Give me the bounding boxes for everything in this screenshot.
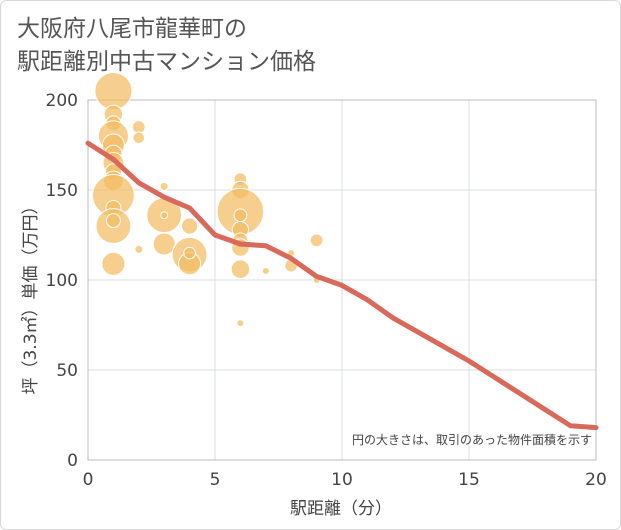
bubble-point-17 (159, 181, 169, 191)
bubble-point-16 (134, 244, 144, 254)
bubble-point-32 (230, 259, 251, 279)
chart-annotation: 円の大きさは、取引のあった物件面積を示す (352, 432, 592, 447)
y-tick-label-150: 150 (46, 181, 78, 201)
x-tick-label-20: 20 (585, 470, 607, 490)
x-tick-label-0: 0 (83, 470, 94, 490)
bubble-point-20 (160, 211, 169, 220)
x-tick-label-15: 15 (458, 470, 480, 490)
bubble-point-13 (101, 251, 126, 276)
x-tick-labels: 0 5 10 15 20 (83, 470, 607, 490)
y-axis-label: 坪（3.3㎡）単価（万円） (21, 197, 41, 394)
bubble-point-34 (261, 267, 270, 275)
title-line-1: 大阪府八尾市龍華町の (17, 16, 247, 42)
bubble-point-19 (152, 232, 176, 256)
x-axis-label: 駅距離（分） (290, 499, 392, 519)
bubble-point-14 (131, 120, 146, 134)
y-tick-label-200: 200 (46, 91, 78, 111)
x-tick-label-10: 10 (331, 470, 353, 490)
bubble-point-0 (94, 71, 133, 111)
y-tick-labels: 0 50 100 150 200 (46, 91, 78, 471)
bubble-point-28 (233, 208, 248, 223)
bubbles (92, 71, 324, 328)
bubble-point-24 (183, 246, 196, 260)
y-tick-label-50: 50 (56, 361, 78, 381)
grid-lines (87, 99, 597, 461)
x-tick-label-5: 5 (210, 470, 221, 490)
bubble-point-15 (132, 131, 146, 145)
chart-title: 大阪府八尾市龍華町の 駅距離別中古マンション価格 (17, 13, 316, 79)
trend-line (85, 140, 599, 431)
bubble-point-21 (180, 217, 199, 235)
title-line-2: 駅距離別中古マンション価格 (17, 49, 316, 75)
bubble-point-12 (105, 213, 121, 229)
plot-area-border (87, 99, 597, 461)
y-tick-label-0: 0 (67, 451, 78, 471)
y-tick-label-100: 100 (46, 271, 78, 291)
bubble-point-33 (236, 319, 245, 328)
bubble-point-37 (309, 233, 324, 248)
